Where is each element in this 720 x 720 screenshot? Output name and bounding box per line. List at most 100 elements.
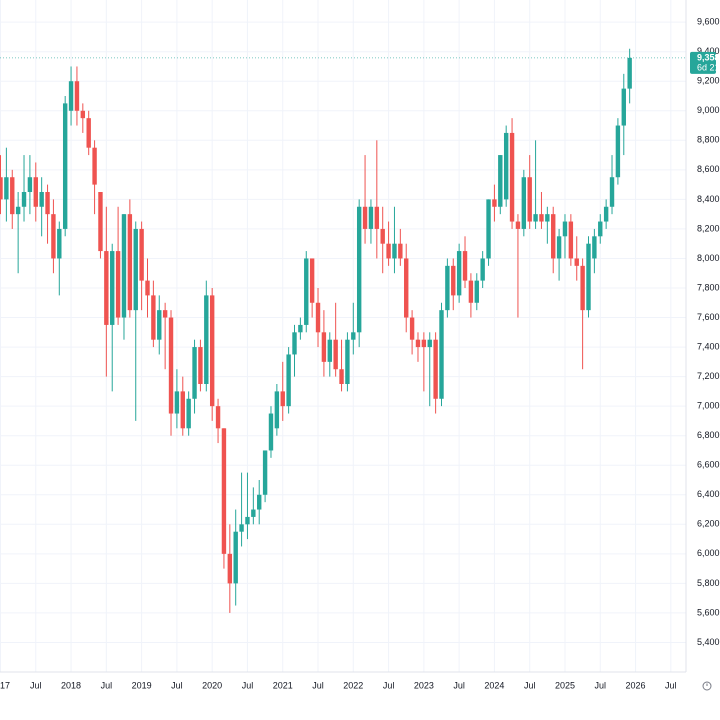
candle-body — [503, 132, 509, 200]
y-tick-label: 9,000 — [697, 105, 720, 115]
candle-body — [603, 206, 609, 222]
candle-body — [180, 391, 185, 429]
y-tick-label: 7,600 — [697, 312, 720, 322]
x-tick-label: Jul — [101, 680, 113, 690]
candle-body — [568, 221, 574, 259]
candle-body — [68, 81, 74, 111]
candle-body — [527, 177, 532, 222]
countdown-label: 6d 21h — [697, 62, 720, 72]
x-tick-label: Jul — [242, 680, 254, 690]
candle-body — [445, 265, 450, 311]
candle-body — [545, 214, 550, 222]
x-tick-label: Jul — [453, 680, 465, 690]
x-tick-label: 2022 — [343, 680, 363, 690]
x-tick-label: Jul — [665, 680, 677, 690]
x-tick-label: Jul — [30, 680, 42, 690]
candle-body — [356, 206, 362, 333]
y-tick-label: 7,200 — [697, 371, 720, 381]
x-tick-label: Jul — [312, 680, 324, 690]
candle-body — [368, 206, 374, 229]
candle-body — [509, 132, 515, 222]
candle-body — [456, 251, 462, 296]
candle-body — [374, 206, 380, 229]
y-tick-label: 8,800 — [697, 135, 720, 145]
candle-body — [268, 413, 274, 451]
candle-body — [498, 155, 503, 207]
y-tick-label: 6,000 — [697, 548, 720, 558]
candle-body — [398, 243, 403, 259]
candle-body — [227, 553, 233, 584]
candle-body — [562, 221, 568, 237]
y-tick-label: 8,200 — [697, 223, 720, 233]
icon-ring — [702, 681, 712, 691]
candle-body — [121, 214, 127, 318]
settings-icon[interactable] — [702, 681, 712, 691]
candle-body — [221, 428, 227, 554]
candle-body — [415, 339, 421, 348]
candle-body — [309, 258, 315, 303]
y-tick-label: 8,000 — [697, 253, 720, 263]
x-tick-label: Jul — [171, 680, 183, 690]
candle-body — [392, 243, 397, 259]
candle-body — [168, 317, 174, 414]
x-tick-label: 2021 — [273, 680, 293, 690]
y-tick-label: 5,600 — [697, 607, 720, 617]
candle-body — [133, 228, 138, 311]
candle-body — [162, 310, 168, 318]
candle-body — [62, 103, 68, 229]
x-tick-label: 2020 — [202, 680, 222, 690]
y-tick-label: 6,800 — [697, 430, 720, 440]
candle-body — [427, 339, 432, 348]
candle-body — [580, 265, 585, 311]
y-tick-label: 9,400 — [697, 46, 720, 56]
candle-body — [345, 339, 350, 384]
candle-body — [215, 406, 221, 429]
y-tick-label: 5,800 — [697, 578, 720, 588]
candle-body — [609, 177, 615, 207]
candle-body — [274, 391, 280, 429]
candle-body — [421, 339, 427, 348]
candle-body — [280, 391, 285, 407]
candle-body — [286, 354, 291, 407]
x-tick-label: Jul — [383, 680, 395, 690]
candle-body — [551, 214, 556, 259]
candle-body — [0, 177, 3, 200]
candle-body — [486, 199, 491, 259]
candles — [0, 48, 632, 613]
x-tick-label: Jul — [524, 680, 536, 690]
last-price-box — [690, 51, 716, 74]
candle-body — [480, 258, 485, 281]
candle-body — [292, 332, 297, 355]
candle-body — [74, 81, 80, 111]
candle-body — [4, 177, 9, 200]
candle-body — [10, 177, 15, 215]
candle-body — [380, 228, 385, 244]
x-tick-label: 2026 — [626, 680, 646, 690]
candle-body — [92, 147, 97, 185]
candle-body — [239, 524, 244, 532]
x-tick-label: 17 — [0, 680, 10, 690]
candle-body — [104, 251, 109, 325]
candle-body — [157, 310, 162, 340]
candle-body — [409, 317, 415, 340]
y-tick-label: 6,400 — [697, 489, 720, 499]
candle-body — [574, 258, 579, 266]
candle-body — [98, 192, 103, 252]
candle-body — [145, 280, 150, 296]
candle-body — [45, 192, 50, 215]
candle-body — [33, 177, 38, 207]
candle-body — [151, 295, 156, 340]
y-tick-label: 7,400 — [697, 341, 720, 351]
candle-body — [327, 339, 332, 362]
candle-body — [21, 192, 27, 207]
candle-body — [86, 118, 91, 148]
candle-body — [304, 258, 309, 325]
candle-body — [51, 214, 56, 259]
candle-body — [404, 258, 409, 318]
candle-body — [110, 251, 115, 325]
y-tick-label: 7,800 — [697, 282, 720, 292]
candle-body — [245, 516, 250, 525]
candle-body — [192, 347, 197, 399]
candle-body — [115, 251, 121, 318]
